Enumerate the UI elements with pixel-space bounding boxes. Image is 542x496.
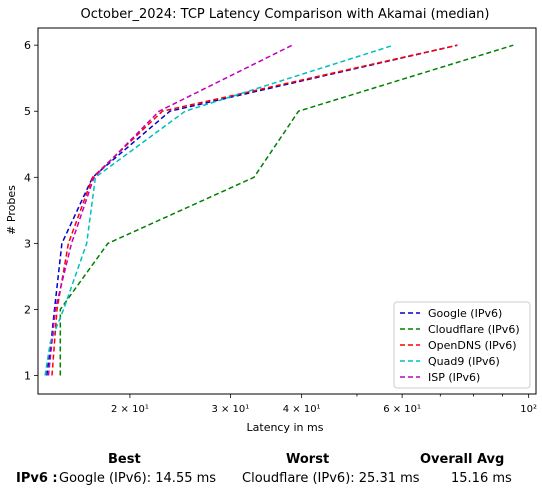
legend-label-4: ISP (IPv6) <box>428 371 480 384</box>
y-tick-label: 3 <box>24 237 31 250</box>
best-header: Best <box>108 452 141 467</box>
legend-label-3: Quad9 (IPv6) <box>428 355 500 368</box>
overall-avg-header: Overall Avg <box>420 452 504 467</box>
x-tick-label: 4 × 10¹ <box>283 404 321 415</box>
y-tick-label: 1 <box>24 370 31 383</box>
worst-value: Cloudflare (IPv6): 25.31 ms <box>242 471 420 486</box>
series-line-3 <box>45 45 394 375</box>
x-tick-label: 2 × 10¹ <box>111 404 149 415</box>
x-tick-label: 3 × 10¹ <box>211 404 249 415</box>
x-axis-label: Latency in ms <box>247 421 324 434</box>
x-tick-label: 6 × 10¹ <box>383 404 421 415</box>
chart-title: October_2024: TCP Latency Comparison wit… <box>81 7 490 22</box>
legend-label-1: Cloudflare (IPv6) <box>428 323 520 336</box>
y-tick-label: 6 <box>24 39 31 52</box>
legend-label-2: OpenDNS (IPv6) <box>428 339 517 352</box>
series-line-4 <box>49 45 293 375</box>
y-tick-label: 4 <box>24 171 31 184</box>
worst-header: Worst <box>286 452 329 467</box>
legend-label-0: Google (IPv6) <box>428 307 502 320</box>
y-tick-label: 5 <box>24 105 31 118</box>
best-value: Google (IPv6): 14.55 ms <box>59 471 216 486</box>
overall-avg-value: 15.16 ms <box>451 471 512 486</box>
row-label-ipv6: IPv6 : <box>16 471 58 486</box>
legend: Google (IPv6) Cloudflare (IPv6) OpenDNS (I… <box>394 302 530 388</box>
x-tick-label: 10² <box>520 404 537 415</box>
y-tick-label: 2 <box>24 303 31 316</box>
latency-chart: October_2024: TCP Latency Comparison wit… <box>0 0 542 440</box>
y-axis-label: # Probes <box>5 185 18 235</box>
